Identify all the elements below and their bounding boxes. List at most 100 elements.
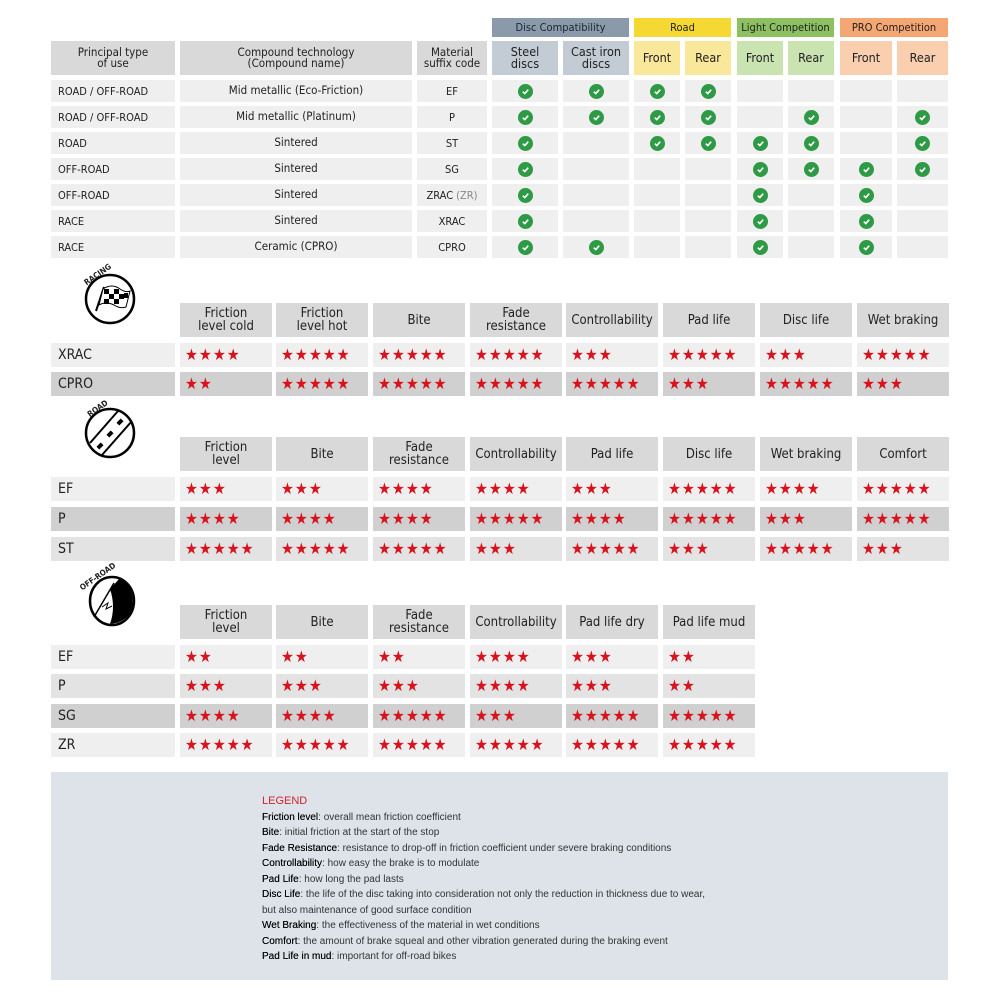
star-rating: ★ ★ ★ ★ ★ <box>663 733 755 757</box>
star-icon: ★ <box>875 345 889 364</box>
star-icon: ★ <box>917 509 931 528</box>
star-icon: ★ <box>212 479 226 498</box>
star-rating: ★ ★ ★ <box>180 674 272 698</box>
column-header: Rear <box>788 41 834 75</box>
star-icon: ★ <box>723 345 737 364</box>
star-rating: ★ ★ ★ ★ <box>373 477 465 501</box>
star-icon: ★ <box>530 374 544 393</box>
star-rating: ★ ★ ★ <box>663 372 755 396</box>
check-icon <box>915 161 930 177</box>
compat-cell <box>897 236 948 258</box>
star-icon: ★ <box>433 374 447 393</box>
star-rating: ★ ★ ★ ★ ★ <box>566 704 658 728</box>
use-cell: ROAD / OFF-ROAD <box>51 80 175 102</box>
rating-column-header: Controllability <box>470 437 562 471</box>
star-icon: ★ <box>862 539 875 558</box>
star-icon: ★ <box>294 539 308 558</box>
star-icon: ★ <box>778 374 792 393</box>
star-icon: ★ <box>475 374 488 393</box>
star-icon: ★ <box>668 647 681 666</box>
star-icon: ★ <box>336 345 350 364</box>
star-icon: ★ <box>391 735 405 754</box>
star-icon: ★ <box>681 345 695 364</box>
star-icon: ★ <box>612 509 626 528</box>
star-icon: ★ <box>308 735 322 754</box>
star-icon: ★ <box>336 735 350 754</box>
star-icon: ★ <box>695 509 709 528</box>
star-icon: ★ <box>488 706 502 725</box>
star-icon: ★ <box>281 539 294 558</box>
legend-item: Comfort: the amount of brake squeal and … <box>262 934 705 950</box>
star-icon: ★ <box>475 735 488 754</box>
code-cell: ZRAC (ZR) <box>417 184 487 206</box>
star-icon: ★ <box>626 735 640 754</box>
star-icon: ★ <box>598 479 612 498</box>
rating-column-header: Wet braking <box>760 437 852 471</box>
check-icon <box>517 135 533 151</box>
star-icon: ★ <box>792 479 806 498</box>
star-icon: ★ <box>405 706 419 725</box>
star-icon: ★ <box>778 479 792 498</box>
star-icon: ★ <box>695 374 709 393</box>
legend-description: : how easy the brake is to modulate <box>322 858 480 869</box>
star-icon: ★ <box>792 345 806 364</box>
star-rating: ★ ★ ★ ★ ★ <box>373 537 465 561</box>
star-icon: ★ <box>889 374 903 393</box>
star-icon: ★ <box>598 539 612 558</box>
star-icon: ★ <box>185 735 198 754</box>
star-icon: ★ <box>433 706 447 725</box>
star-icon: ★ <box>281 735 294 754</box>
star-rating: ★ ★ <box>180 372 272 396</box>
star-icon: ★ <box>571 676 584 695</box>
star-icon: ★ <box>378 479 391 498</box>
star-icon: ★ <box>516 479 530 498</box>
code-cell: EF <box>417 80 487 102</box>
star-rating: ★ ★ ★ ★ ★ <box>663 477 755 501</box>
star-icon: ★ <box>917 345 931 364</box>
compound-cell: Mid metallic (Platinum) <box>180 106 412 128</box>
compat-cell <box>492 80 558 102</box>
compat-cell <box>685 132 731 154</box>
star-icon: ★ <box>709 345 723 364</box>
star-rating: ★ ★ <box>180 645 272 669</box>
star-rating: ★ ★ ★ ★ <box>180 507 272 531</box>
star-icon: ★ <box>765 479 778 498</box>
star-icon: ★ <box>765 374 778 393</box>
compat-cell <box>897 132 948 154</box>
compat-cell <box>492 236 558 258</box>
star-icon: ★ <box>806 539 820 558</box>
compat-cell <box>737 236 783 258</box>
legend-item: Pad Life in mud: important for off-road … <box>262 949 705 965</box>
compat-cell <box>840 158 892 180</box>
compound-code: ST <box>51 537 175 561</box>
star-icon: ★ <box>226 345 240 364</box>
checkered-flag-icon <box>80 265 144 333</box>
star-icon: ★ <box>862 345 875 364</box>
star-rating: ★ ★ ★ ★ ★ <box>180 733 272 757</box>
star-icon: ★ <box>488 345 502 364</box>
star-icon: ★ <box>709 509 723 528</box>
star-rating: ★ ★ ★ ★ ★ <box>663 507 755 531</box>
star-icon: ★ <box>378 735 391 754</box>
star-icon: ★ <box>668 509 681 528</box>
star-icon: ★ <box>917 479 931 498</box>
check-icon <box>517 239 533 255</box>
star-icon: ★ <box>475 539 488 558</box>
code: ST <box>445 136 459 150</box>
star-icon: ★ <box>668 479 681 498</box>
check-icon <box>752 135 768 151</box>
code-alias: (ZR) <box>456 188 478 202</box>
star-icon: ★ <box>405 735 419 754</box>
column-header: Principal type of use <box>51 41 175 75</box>
legend-term: Friction level <box>262 811 319 823</box>
star-icon: ★ <box>198 676 212 695</box>
star-rating: ★ ★ ★ ★ ★ <box>276 733 368 757</box>
star-icon: ★ <box>488 509 502 528</box>
star-icon: ★ <box>806 479 820 498</box>
star-rating: ★ ★ ★ ★ ★ <box>857 507 949 531</box>
column-header: Cast iron discs <box>563 41 629 75</box>
rating-column-header: Controllability <box>470 605 562 639</box>
star-icon: ★ <box>681 647 695 666</box>
star-rating: ★ ★ ★ <box>663 537 755 561</box>
check-icon <box>858 187 874 203</box>
